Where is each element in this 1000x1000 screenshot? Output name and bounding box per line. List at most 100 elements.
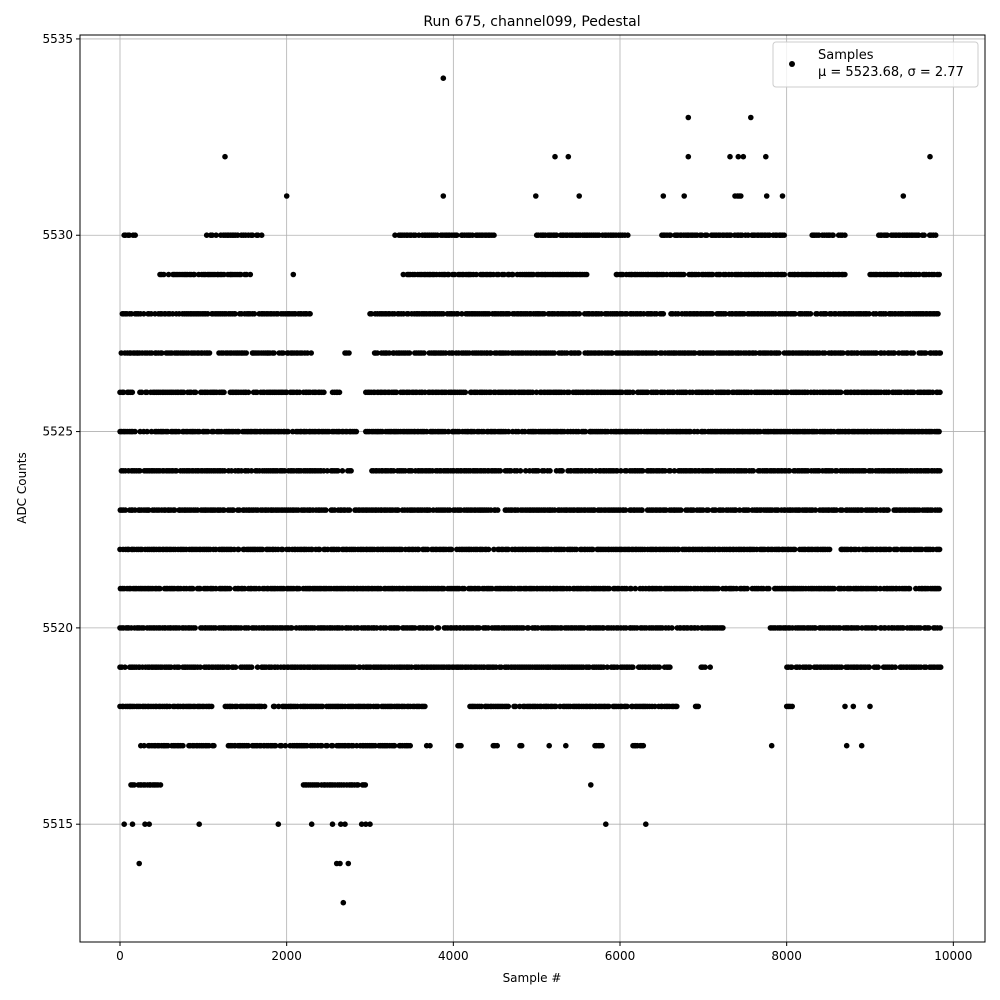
- data-point: [936, 271, 942, 278]
- data-point: [674, 703, 680, 710]
- data-point: [280, 350, 286, 356]
- data-point: [781, 271, 788, 278]
- data-point: [329, 821, 336, 827]
- data-point: [362, 782, 369, 788]
- data-point: [547, 468, 553, 474]
- data-point: [937, 664, 944, 670]
- data-point: [625, 232, 631, 238]
- data-point: [937, 468, 943, 474]
- data-points: [117, 75, 944, 906]
- data-point: [630, 664, 636, 670]
- data-point: [891, 350, 898, 356]
- data-point: [307, 311, 313, 317]
- data-point: [936, 585, 942, 592]
- data-point: [346, 350, 352, 356]
- data-point: [146, 821, 152, 827]
- data-point: [494, 507, 501, 513]
- data-point: [321, 389, 327, 396]
- data-point: [296, 389, 303, 396]
- data-point: [656, 664, 663, 670]
- data-point: [339, 468, 346, 474]
- data-point: [258, 232, 265, 238]
- chart-title: Run 675, channel099, Pedestal: [423, 14, 640, 30]
- data-point: [353, 428, 360, 435]
- data-point: [763, 153, 769, 160]
- data-point: [533, 193, 539, 199]
- data-point: [209, 232, 215, 238]
- data-point: [248, 664, 255, 670]
- data-point: [735, 153, 742, 160]
- data-point: [173, 468, 180, 474]
- data-point: [206, 350, 213, 356]
- data-point: [336, 389, 343, 396]
- data-point: [406, 350, 413, 356]
- data-point: [203, 232, 210, 238]
- data-point: [685, 114, 692, 121]
- data-point: [744, 585, 750, 592]
- data-point: [763, 193, 770, 199]
- data-point: [546, 742, 552, 749]
- data-point: [873, 350, 880, 356]
- data-point: [445, 271, 452, 278]
- data-point: [337, 860, 343, 867]
- data-point: [422, 703, 428, 710]
- data-point: [932, 232, 939, 238]
- data-point: [505, 428, 512, 435]
- legend: Samples μ = 5523.68, σ = 2.77: [772, 41, 979, 88]
- data-point: [702, 664, 708, 670]
- data-point: [922, 350, 929, 356]
- data-point: [390, 468, 397, 474]
- data-point: [822, 350, 828, 356]
- data-point: [892, 664, 898, 670]
- data-point: [144, 428, 150, 435]
- data-point: [752, 350, 759, 356]
- data-point: [165, 271, 172, 278]
- data-point: [842, 232, 848, 238]
- data-point: [435, 625, 442, 631]
- data-point: [518, 742, 525, 749]
- x-tick-label: 4000: [438, 949, 469, 963]
- x-tick-label: 8000: [771, 949, 802, 963]
- data-point: [582, 428, 589, 435]
- data-point: [807, 311, 814, 317]
- data-point: [745, 232, 751, 238]
- data-point: [709, 271, 716, 278]
- data-point: [494, 742, 501, 749]
- data-point: [221, 271, 227, 278]
- data-point: [937, 389, 943, 396]
- data-point: [421, 350, 427, 356]
- data-point: [681, 271, 687, 278]
- data-point: [440, 193, 447, 199]
- data-point: [205, 428, 211, 435]
- data-point: [722, 311, 729, 317]
- data-point: [667, 232, 674, 238]
- data-point: [249, 232, 256, 238]
- data-point: [157, 782, 164, 788]
- data-point: [205, 311, 211, 317]
- data-point: [121, 821, 127, 827]
- data-point: [921, 232, 927, 238]
- data-point: [180, 742, 186, 749]
- data-point: [830, 232, 836, 238]
- data-point: [473, 271, 480, 278]
- legend-label: Samples: [818, 48, 874, 63]
- y-axis-label: ADC Counts: [15, 452, 29, 524]
- data-point: [929, 389, 936, 396]
- data-point: [750, 468, 757, 474]
- data-point: [884, 232, 890, 238]
- data-point: [643, 821, 649, 827]
- data-point: [792, 311, 798, 317]
- data-point: [445, 428, 452, 435]
- data-point: [632, 585, 639, 592]
- data-point: [440, 311, 447, 317]
- data-point: [196, 821, 202, 827]
- data-point: [345, 860, 352, 867]
- data-point: [599, 742, 605, 749]
- data-point: [937, 625, 943, 631]
- data-point: [565, 153, 572, 160]
- data-point: [640, 742, 647, 749]
- data-point: [505, 703, 512, 710]
- data-point: [455, 311, 461, 317]
- data-point: [842, 271, 848, 278]
